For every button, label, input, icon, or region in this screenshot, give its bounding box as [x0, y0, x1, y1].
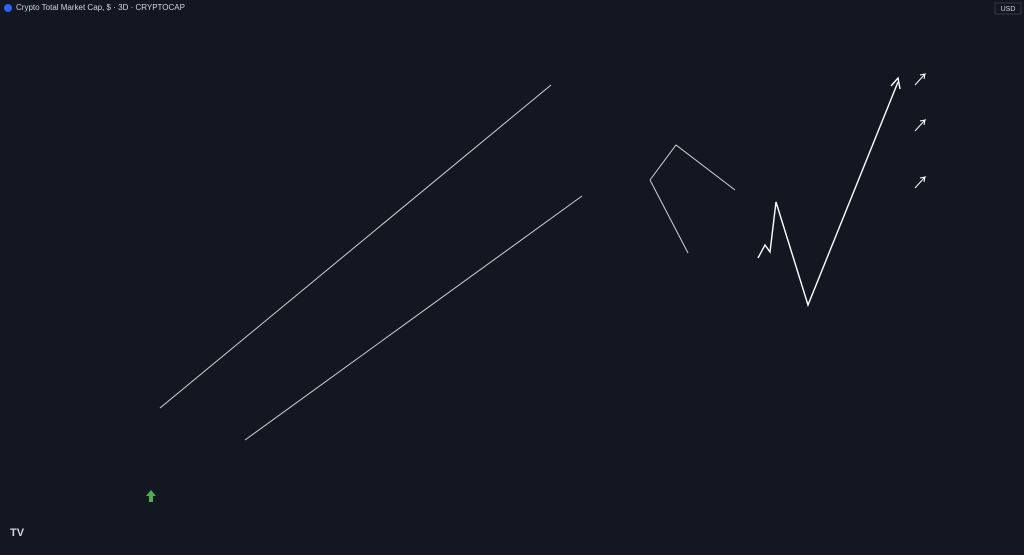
target-arrow	[914, 119, 927, 132]
drawings	[146, 73, 927, 502]
target-arrow	[914, 73, 927, 86]
triangle-line	[649, 144, 736, 191]
target-arrow	[914, 176, 927, 189]
x-axis-panel	[0, 540, 1024, 555]
currency: USD	[1001, 6, 1016, 13]
triangle-line	[649, 179, 689, 254]
logo: TV	[10, 527, 25, 539]
currency-box	[994, 2, 1022, 15]
arrow-head	[890, 76, 901, 90]
chart-title: Crypto Total Market Cap, $ · 3D · CRYPTO…	[16, 3, 185, 12]
symbol-icon	[4, 4, 12, 12]
channel-line	[244, 195, 583, 441]
channel-line	[159, 84, 552, 409]
start-arrow	[146, 490, 156, 502]
y-axis-panel	[992, 0, 1024, 540]
projection-path	[757, 81, 899, 308]
